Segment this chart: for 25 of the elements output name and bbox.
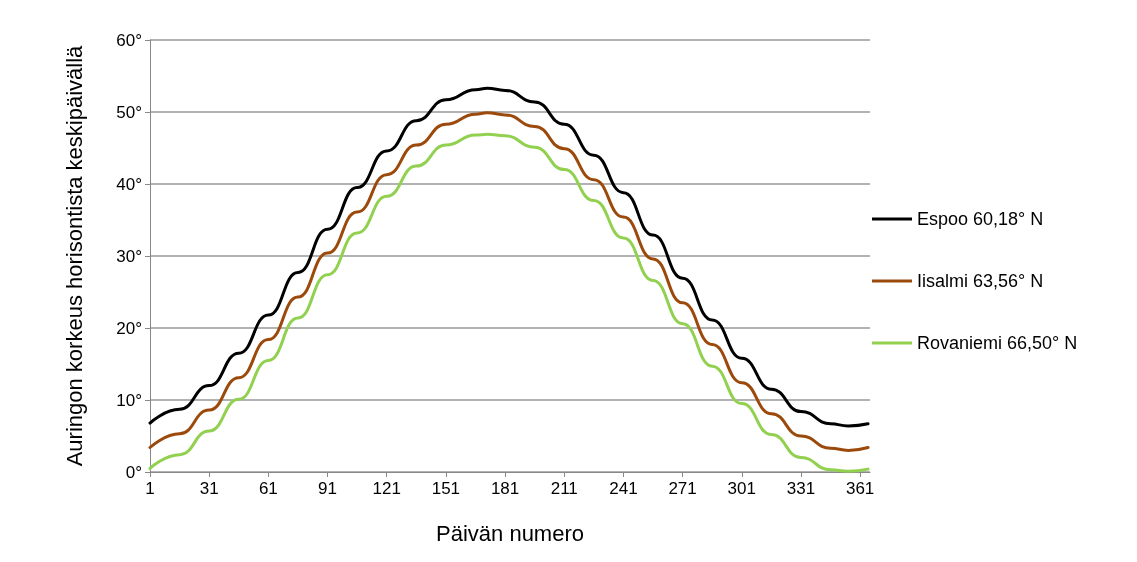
x-tick-label: 331 <box>786 479 816 498</box>
x-tick-label: 1 <box>145 479 155 498</box>
y-tick-label: 30° <box>116 246 142 266</box>
x-tick-label: 31 <box>199 479 219 498</box>
y-tick-label: 20° <box>116 318 142 338</box>
legend-label: Iisalmi 63,56° N <box>917 271 1044 291</box>
x-tick-label: 61 <box>258 479 278 498</box>
x-tick-label: 301 <box>727 479 756 498</box>
x-tick-label: 271 <box>668 479 697 498</box>
x-tick-label: 361 <box>845 479 875 498</box>
x-tick-label: 121 <box>372 479 401 498</box>
x-tick-label: 211 <box>550 479 578 498</box>
x-tick-label: 91 <box>318 479 337 498</box>
y-tick-label: 60° <box>116 30 142 50</box>
legend-label: Rovaniemi 66,50° N <box>917 333 1078 353</box>
y-axis-title: Auringon korkeus horisontista keskipäivällä <box>61 44 87 467</box>
x-axis-title: Päivän numero <box>436 520 584 546</box>
y-tick-label: 0° <box>125 462 142 482</box>
y-tick-label: 10° <box>116 390 142 410</box>
x-tick-label: 151 <box>431 479 461 498</box>
x-tick-label: 181 <box>490 479 520 498</box>
y-tick-label: 40° <box>116 174 142 194</box>
y-tick-label: 50° <box>116 102 142 122</box>
x-tick-label: 241 <box>609 479 638 498</box>
legend-label: Espoo 60,18° N <box>917 209 1044 229</box>
